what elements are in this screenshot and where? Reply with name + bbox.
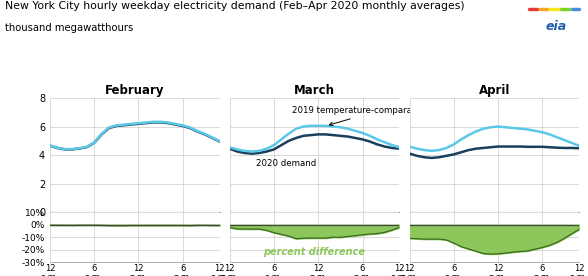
Text: eia: eia <box>545 20 566 33</box>
Text: 2020 demand: 2020 demand <box>256 159 316 168</box>
Title: April: April <box>479 84 510 97</box>
Text: 2019 temperature-comparable demand: 2019 temperature-comparable demand <box>292 106 464 126</box>
Title: March: March <box>294 84 335 97</box>
Text: New York City hourly weekday electricity demand (Feb–Apr 2020 monthly averages): New York City hourly weekday electricity… <box>5 1 465 11</box>
Text: percent difference: percent difference <box>263 247 366 257</box>
Text: thousand megawatthours: thousand megawatthours <box>5 23 133 33</box>
Title: February: February <box>105 84 165 97</box>
